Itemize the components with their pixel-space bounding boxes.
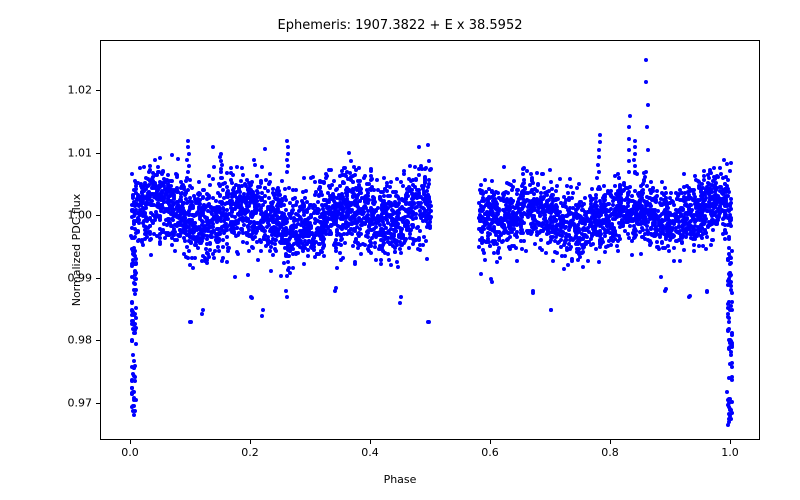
x-tick-label: 0.4 — [361, 446, 379, 459]
x-tick — [610, 440, 611, 444]
x-tick-label: 0.8 — [601, 446, 619, 459]
y-tick — [96, 340, 100, 341]
x-tick-label: 1.0 — [721, 446, 739, 459]
y-tick — [96, 215, 100, 216]
y-tick — [96, 278, 100, 279]
x-tick-label: 0.6 — [481, 446, 499, 459]
y-tick — [96, 153, 100, 154]
y-tick-label: 1.02 — [68, 84, 93, 97]
x-tick — [370, 440, 371, 444]
chart-title: Ephemeris: 1907.3822 + E x 38.5952 — [278, 18, 523, 33]
x-axis-label: Phase — [384, 473, 417, 486]
y-tick — [96, 403, 100, 404]
plot-area — [100, 40, 760, 440]
y-tick-label: 0.98 — [68, 334, 93, 347]
y-tick-label: 0.97 — [68, 396, 93, 409]
x-tick — [250, 440, 251, 444]
x-tick — [130, 440, 131, 444]
y-tick-label: 1.00 — [68, 209, 93, 222]
x-tick — [730, 440, 731, 444]
y-tick-label: 0.99 — [68, 271, 93, 284]
x-tick — [490, 440, 491, 444]
phase-flux-chart: Ephemeris: 1907.3822 + E x 38.5952 Norma… — [0, 0, 800, 500]
y-tick — [96, 90, 100, 91]
x-tick-label: 0.0 — [121, 446, 139, 459]
x-tick-label: 0.2 — [241, 446, 259, 459]
y-tick-label: 1.01 — [68, 146, 93, 159]
